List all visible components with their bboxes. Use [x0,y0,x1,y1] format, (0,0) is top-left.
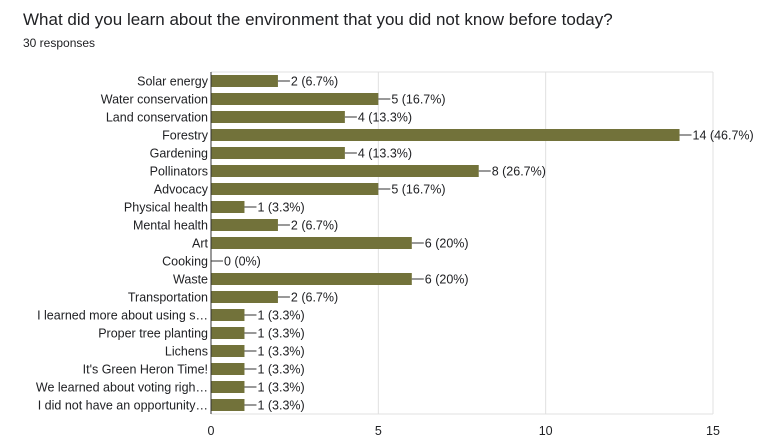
value-label: 4 (13.3%) [358,147,412,161]
value-label: 6 (20%) [425,273,469,287]
bar [211,219,278,231]
value-label: 1 (3.3%) [257,309,304,323]
x-tick-label: 10 [539,424,553,438]
value-label: 1 (3.3%) [257,201,304,215]
value-label: 1 (3.3%) [257,381,304,395]
value-label: 5 (16.7%) [391,93,445,107]
bar [211,75,278,87]
bar [211,111,345,123]
category-label: Art [192,237,209,251]
bar [211,363,245,375]
bar [211,309,245,321]
category-label: Lichens [165,345,208,359]
bar [211,327,245,339]
category-label: I learned more about using s… [37,309,208,323]
value-label: 2 (6.7%) [291,75,338,89]
bar [211,291,278,303]
value-label: 1 (3.3%) [257,345,304,359]
category-label: Waste [173,273,208,287]
value-label: 2 (6.7%) [291,291,338,305]
value-label: 1 (3.3%) [257,399,304,413]
x-tick-label: 5 [375,424,382,438]
bar [211,93,379,105]
bar [211,237,412,249]
value-label: 0 (0%) [224,255,261,269]
category-label: Cooking [162,255,208,269]
category-label: Mental health [133,219,208,233]
category-label: Gardening [150,147,208,161]
question-title: What did you learn about the environment… [23,10,613,29]
value-label: 1 (3.3%) [257,327,304,341]
value-label: 14 (46.7%) [693,129,754,143]
bar [211,147,345,159]
category-label: Physical health [124,201,208,215]
category-label: Advocacy [154,183,209,197]
value-label: 2 (6.7%) [291,219,338,233]
value-label: 4 (13.3%) [358,111,412,125]
category-label: Forestry [162,129,209,143]
bar [211,273,412,285]
category-label: Pollinators [150,165,208,179]
bar [211,129,680,141]
bar [211,381,245,393]
bar [211,201,245,213]
bar [211,165,479,177]
category-label: Water conservation [101,93,208,107]
value-label: 8 (26.7%) [492,165,546,179]
category-label: It's Green Heron Time! [83,363,208,377]
category-label: Transportation [128,291,208,305]
category-label: Proper tree planting [98,327,208,341]
x-tick-label: 0 [208,424,215,438]
value-label: 1 (3.3%) [257,363,304,377]
value-label: 5 (16.7%) [391,183,445,197]
value-label: 6 (20%) [425,237,469,251]
category-label: Land conservation [106,111,208,125]
category-label: Solar energy [137,75,209,89]
bar [211,183,379,195]
category-label: I did not have an opportunity… [38,399,208,413]
bar [211,345,245,357]
bar [211,399,245,411]
category-label: We learned about voting righ… [36,381,208,395]
x-tick-label: 15 [706,424,720,438]
response-count: 30 responses [23,36,96,50]
